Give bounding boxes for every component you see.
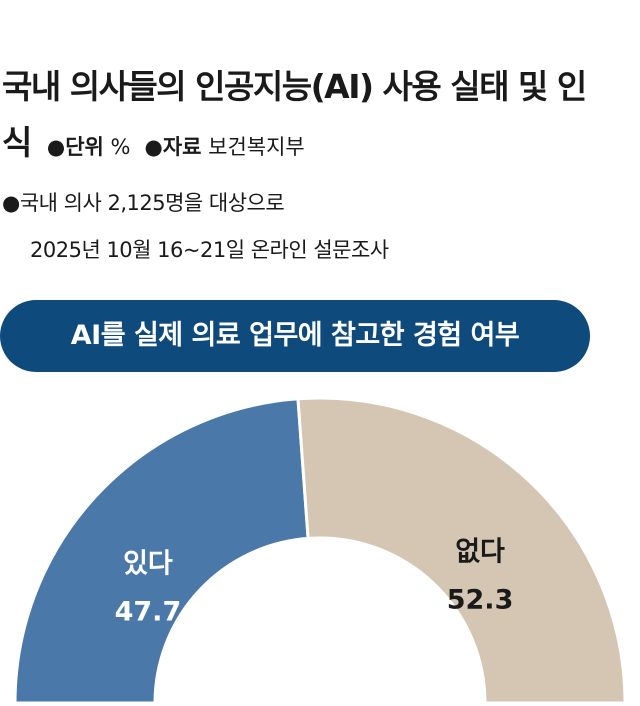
subtitle: AI를 실제 의료 업무에 참고한 경험 여부	[0, 300, 590, 372]
donut-segment	[13, 397, 310, 705]
unit: 단위 %	[47, 135, 131, 159]
header: 국내 의사들의 인공지능(AI) 사용 실태 및 인식단위 % 자료 보건복지부	[2, 62, 612, 174]
source: 자료 보건복지부	[145, 135, 305, 159]
source-label: 자료	[145, 135, 202, 159]
note-line: 국내 의사 2,125명을 대상으로	[2, 180, 389, 227]
value-label: 47.7	[115, 596, 182, 627]
category-label: 있다	[123, 548, 173, 579]
unit-label: 단위	[47, 135, 104, 159]
note: 국내 의사 2,125명을 대상으로 2025년 10월 16~21일 온라인 …	[2, 180, 389, 274]
note-line: 2025년 10월 16~21일 온라인 설문조사	[30, 238, 389, 262]
category-label: 없다	[455, 536, 505, 567]
value-label: 52.3	[447, 584, 514, 615]
chart-title: 국내 의사들의 인공지능(AI) 사용 실태 및 인식	[2, 67, 587, 162]
unit-value: %	[110, 135, 131, 159]
source-value: 보건복지부	[208, 135, 305, 159]
donut-segment	[296, 396, 627, 705]
